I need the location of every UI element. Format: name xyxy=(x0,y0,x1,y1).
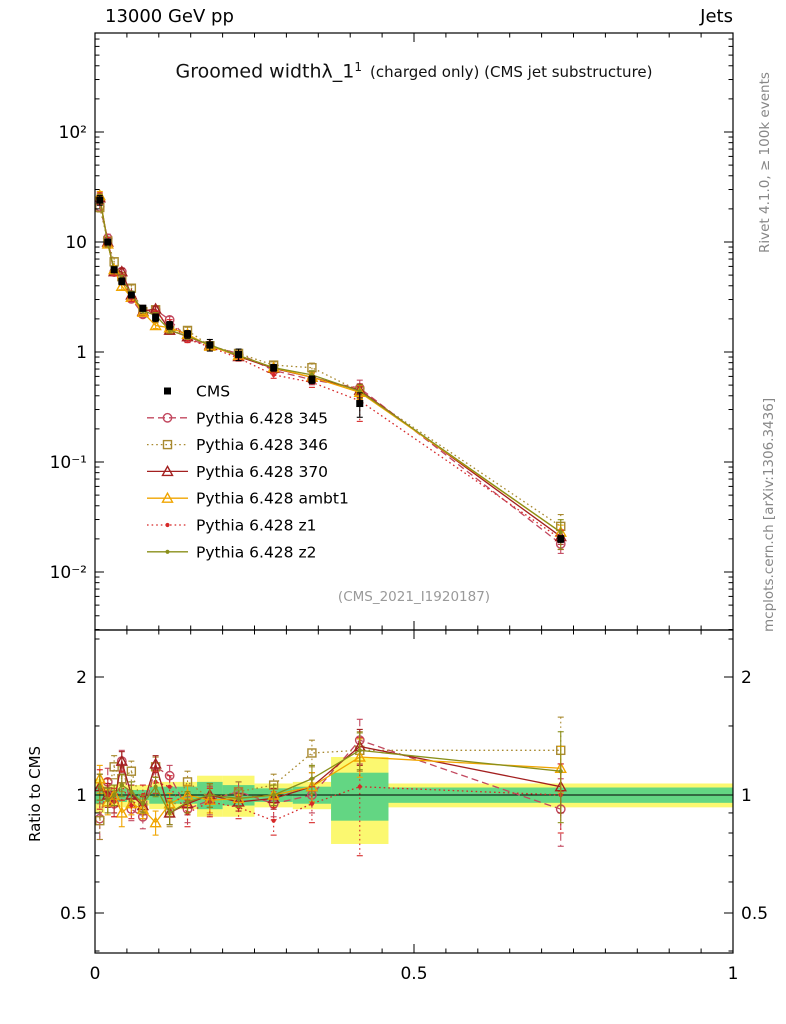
svg-text:10⁻¹: 10⁻¹ xyxy=(50,453,87,473)
svg-text:10⁻²: 10⁻² xyxy=(50,563,87,583)
svg-text:Pythia 6.428 370: Pythia 6.428 370 xyxy=(196,463,328,481)
plot-title-superscript: 1 xyxy=(354,60,363,74)
mcplots-attribution-note: mcplots.cern.ch [arXiv:1306.3436] xyxy=(761,397,777,632)
rivet-version-note: Rivet 4.1.0, ≥ 100k events xyxy=(757,72,773,253)
series-pythia-6-428-z2 xyxy=(96,193,564,826)
jets-label: Jets xyxy=(700,6,733,27)
svg-text:Pythia 6.428 346: Pythia 6.428 346 xyxy=(196,436,328,454)
svg-text:2: 2 xyxy=(741,668,752,688)
svg-text:1: 1 xyxy=(728,964,739,984)
svg-text:1: 1 xyxy=(76,343,87,363)
svg-text:2: 2 xyxy=(76,668,87,688)
plot-title: Groomed widthλ_11 (charged only) (CMS jet… xyxy=(176,60,653,82)
plot-title-suffix: (charged only) (CMS jet substructure) xyxy=(370,63,653,82)
series-cms xyxy=(96,195,565,543)
legend: CMS Pythia 6.428 345 Pythia 6.428 346 Pythi… xyxy=(147,383,349,561)
svg-text:Pythia 6.428 z2: Pythia 6.428 z2 xyxy=(196,543,316,561)
axes-frame: 0 0.5 1 10² 10 1 10⁻¹ 10⁻² 2 2 1 1 0.5 0.5 xyxy=(50,32,768,984)
svg-text:10: 10 xyxy=(65,233,87,253)
svg-text:10²: 10² xyxy=(59,123,87,143)
svg-text:Pythia 6.428 z1: Pythia 6.428 z1 xyxy=(196,517,316,535)
svg-text:CMS: CMS xyxy=(196,383,230,401)
svg-text:0.5: 0.5 xyxy=(60,904,87,924)
beam-energy-label: 13000 GeV pp xyxy=(105,6,234,27)
svg-text:0.5: 0.5 xyxy=(741,904,768,924)
svg-text:1: 1 xyxy=(76,786,87,806)
plot-title-main: Groomed widthλ_1 xyxy=(175,60,355,83)
series-pythia-6-428-ambt1 xyxy=(95,189,567,836)
series-pythia-6-428-346 xyxy=(95,202,566,841)
svg-text:0: 0 xyxy=(90,964,101,984)
svg-text:Pythia 6.428 ambt1: Pythia 6.428 ambt1 xyxy=(196,490,349,508)
ratio-axis-label: Ratio to CMS xyxy=(26,745,44,842)
series-pythia-6-428-370 xyxy=(95,191,567,826)
svg-text:1: 1 xyxy=(741,786,752,806)
svg-text:0.5: 0.5 xyxy=(400,964,427,984)
analysis-id-watermark: (CMS_2021_I1920187) xyxy=(337,589,491,605)
svg-text:Pythia 6.428 345: Pythia 6.428 345 xyxy=(196,409,328,427)
